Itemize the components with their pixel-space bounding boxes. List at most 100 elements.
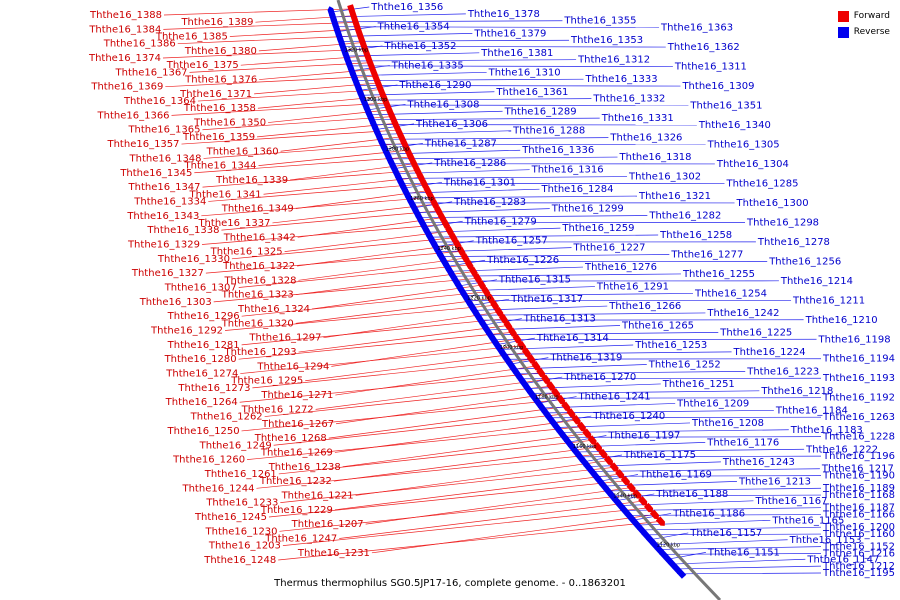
reverse-gene-label: Ththe16_1312 — [577, 55, 650, 66]
forward-connector — [336, 392, 556, 425]
tick-label: 1280 kbp — [386, 147, 410, 153]
reverse-connector — [503, 351, 732, 355]
reverse-connector — [650, 532, 689, 541]
forward-feature — [615, 469, 625, 479]
reverse-connector — [452, 273, 681, 277]
forward-feature — [526, 354, 536, 365]
forward-gene-label: Ththe16_1385 — [155, 32, 228, 43]
reverse-gene-label: Ththe16_1195 — [822, 568, 895, 579]
forward-feature — [503, 320, 513, 331]
reverse-gene-label: Ththe16_1283 — [453, 197, 526, 208]
reverse-gene-label: Ththe16_1353 — [570, 35, 643, 46]
reverse-gene-label: Ththe16_1176 — [706, 437, 779, 448]
forward-gene-label: Ththe16_1388 — [89, 10, 162, 21]
reverse-gene-label: Ththe16_1311 — [674, 62, 747, 73]
forward-connector — [284, 230, 450, 252]
genome-caption: Thermus thermophilus SG0.5JP17-16, compl… — [274, 578, 626, 589]
forward-connector — [213, 277, 478, 303]
forward-feature — [460, 253, 470, 264]
reverse-gene-label: Ththe16_1217 — [821, 464, 894, 475]
forward-connector — [181, 129, 399, 145]
forward-feature — [437, 212, 447, 223]
forward-feature — [468, 266, 478, 277]
tick-label: 1200 kbp — [500, 345, 524, 351]
forward-gene-label: Ththe16_1367 — [115, 67, 188, 78]
reverse-connector — [349, 65, 673, 67]
forward-gene-label: Ththe16_1337 — [197, 218, 270, 229]
reverse-gene-label: Ththe16_1289 — [504, 106, 577, 117]
forward-feature — [412, 165, 422, 176]
reverse-connector — [389, 156, 618, 160]
reverse-gene-label: Ththe16_1308 — [406, 99, 479, 110]
forward-feature — [399, 138, 409, 149]
forward-connector — [247, 426, 582, 460]
forward-feature — [403, 145, 412, 156]
forward-gene-label: Ththe16_1369 — [90, 82, 163, 93]
forward-gene-label: Ththe16_1268 — [254, 433, 327, 444]
forward-gene-label: Ththe16_1384 — [88, 24, 161, 35]
reverse-connector — [458, 279, 497, 287]
forward-connector — [231, 237, 454, 260]
forward-feature — [393, 125, 403, 136]
forward-feature — [531, 361, 541, 371]
reverse-gene-label: Ththe16_1151 — [707, 547, 780, 558]
forward-gene-label: Ththe16_1364 — [123, 96, 196, 107]
forward-gene-label: Ththe16_1303 — [139, 297, 212, 308]
forward-gene-label: Ththe16_1250 — [167, 426, 240, 437]
forward-connector — [197, 89, 381, 102]
forward-connector — [311, 284, 482, 310]
reverse-connector — [564, 436, 822, 438]
reverse-gene-label: Ththe16_1331 — [601, 113, 674, 124]
tick-label: 1300 kbp — [364, 97, 388, 103]
reverse-gene-label: Ththe16_1279 — [464, 216, 537, 227]
forward-feature — [485, 293, 495, 304]
forward-gene-label: Ththe16_1248 — [203, 555, 276, 566]
reverse-gene-label: Ththe16_1321 — [638, 191, 711, 202]
forward-connector — [278, 439, 593, 475]
forward-feature — [551, 388, 561, 398]
reverse-gene-label: Ththe16_1252 — [648, 359, 721, 370]
reverse-gene-label: Ththe16_1226 — [486, 255, 559, 266]
reverse-gene-label: Ththe16_1243 — [722, 457, 795, 468]
reverse-gene-label: Ththe16_1317 — [510, 294, 583, 305]
forward-feature — [571, 415, 581, 425]
reverse-gene-label: Ththe16_1160 — [822, 529, 895, 540]
reverse-gene-label: Ththe16_1208 — [691, 418, 764, 429]
reverse-gene-label: Ththe16_1210 — [805, 315, 878, 326]
forward-feature — [632, 489, 642, 499]
forward-gene-label: Ththe16_1358 — [183, 103, 256, 114]
forward-gene-label: Ththe16_1341 — [189, 189, 262, 200]
forward-connector — [189, 62, 371, 73]
forward-connector — [297, 244, 458, 267]
forward-gene-label: Ththe16_1320 — [221, 318, 294, 329]
forward-connector — [202, 116, 393, 131]
reverse-swatch — [837, 26, 849, 38]
forward-gene-label: Ththe16_1330 — [157, 254, 230, 265]
forward-connector — [224, 304, 495, 331]
reverse-gene-label: Ththe16_1168 — [822, 490, 895, 501]
forward-connector — [272, 203, 435, 224]
forward-connector — [163, 8, 352, 16]
connector-lines — [162, 6, 822, 575]
reverse-gene-label: Ththe16_1285 — [725, 178, 798, 189]
reverse-gene-label: Ththe16_1197 — [607, 431, 680, 442]
reverse-connector — [667, 552, 706, 560]
forward-gene-label: Ththe16_1295 — [230, 376, 303, 387]
tick-label: 1240 kbp — [437, 246, 461, 252]
forward-gene-label: Ththe16_1297 — [248, 333, 321, 344]
reverse-gene-label: Ththe16_1253 — [634, 340, 707, 351]
reverse-connector — [645, 533, 822, 536]
forward-feature — [406, 152, 415, 163]
forward-connector — [334, 473, 621, 511]
reverse-connector — [477, 312, 706, 316]
reverse-gene-label: Ththe16_1356 — [370, 2, 443, 13]
forward-gene-label: Ththe16_1366 — [97, 110, 170, 121]
forward-feature — [448, 232, 458, 244]
reverse-connector — [641, 526, 822, 531]
forward-feature — [603, 455, 614, 466]
tick-mark — [538, 393, 542, 397]
forward-gene-label: Ththe16_1296 — [167, 311, 240, 322]
forward-gene-label: Ththe16_1348 — [129, 153, 202, 164]
forward-connector — [298, 325, 509, 353]
reverse-connector — [380, 137, 609, 140]
